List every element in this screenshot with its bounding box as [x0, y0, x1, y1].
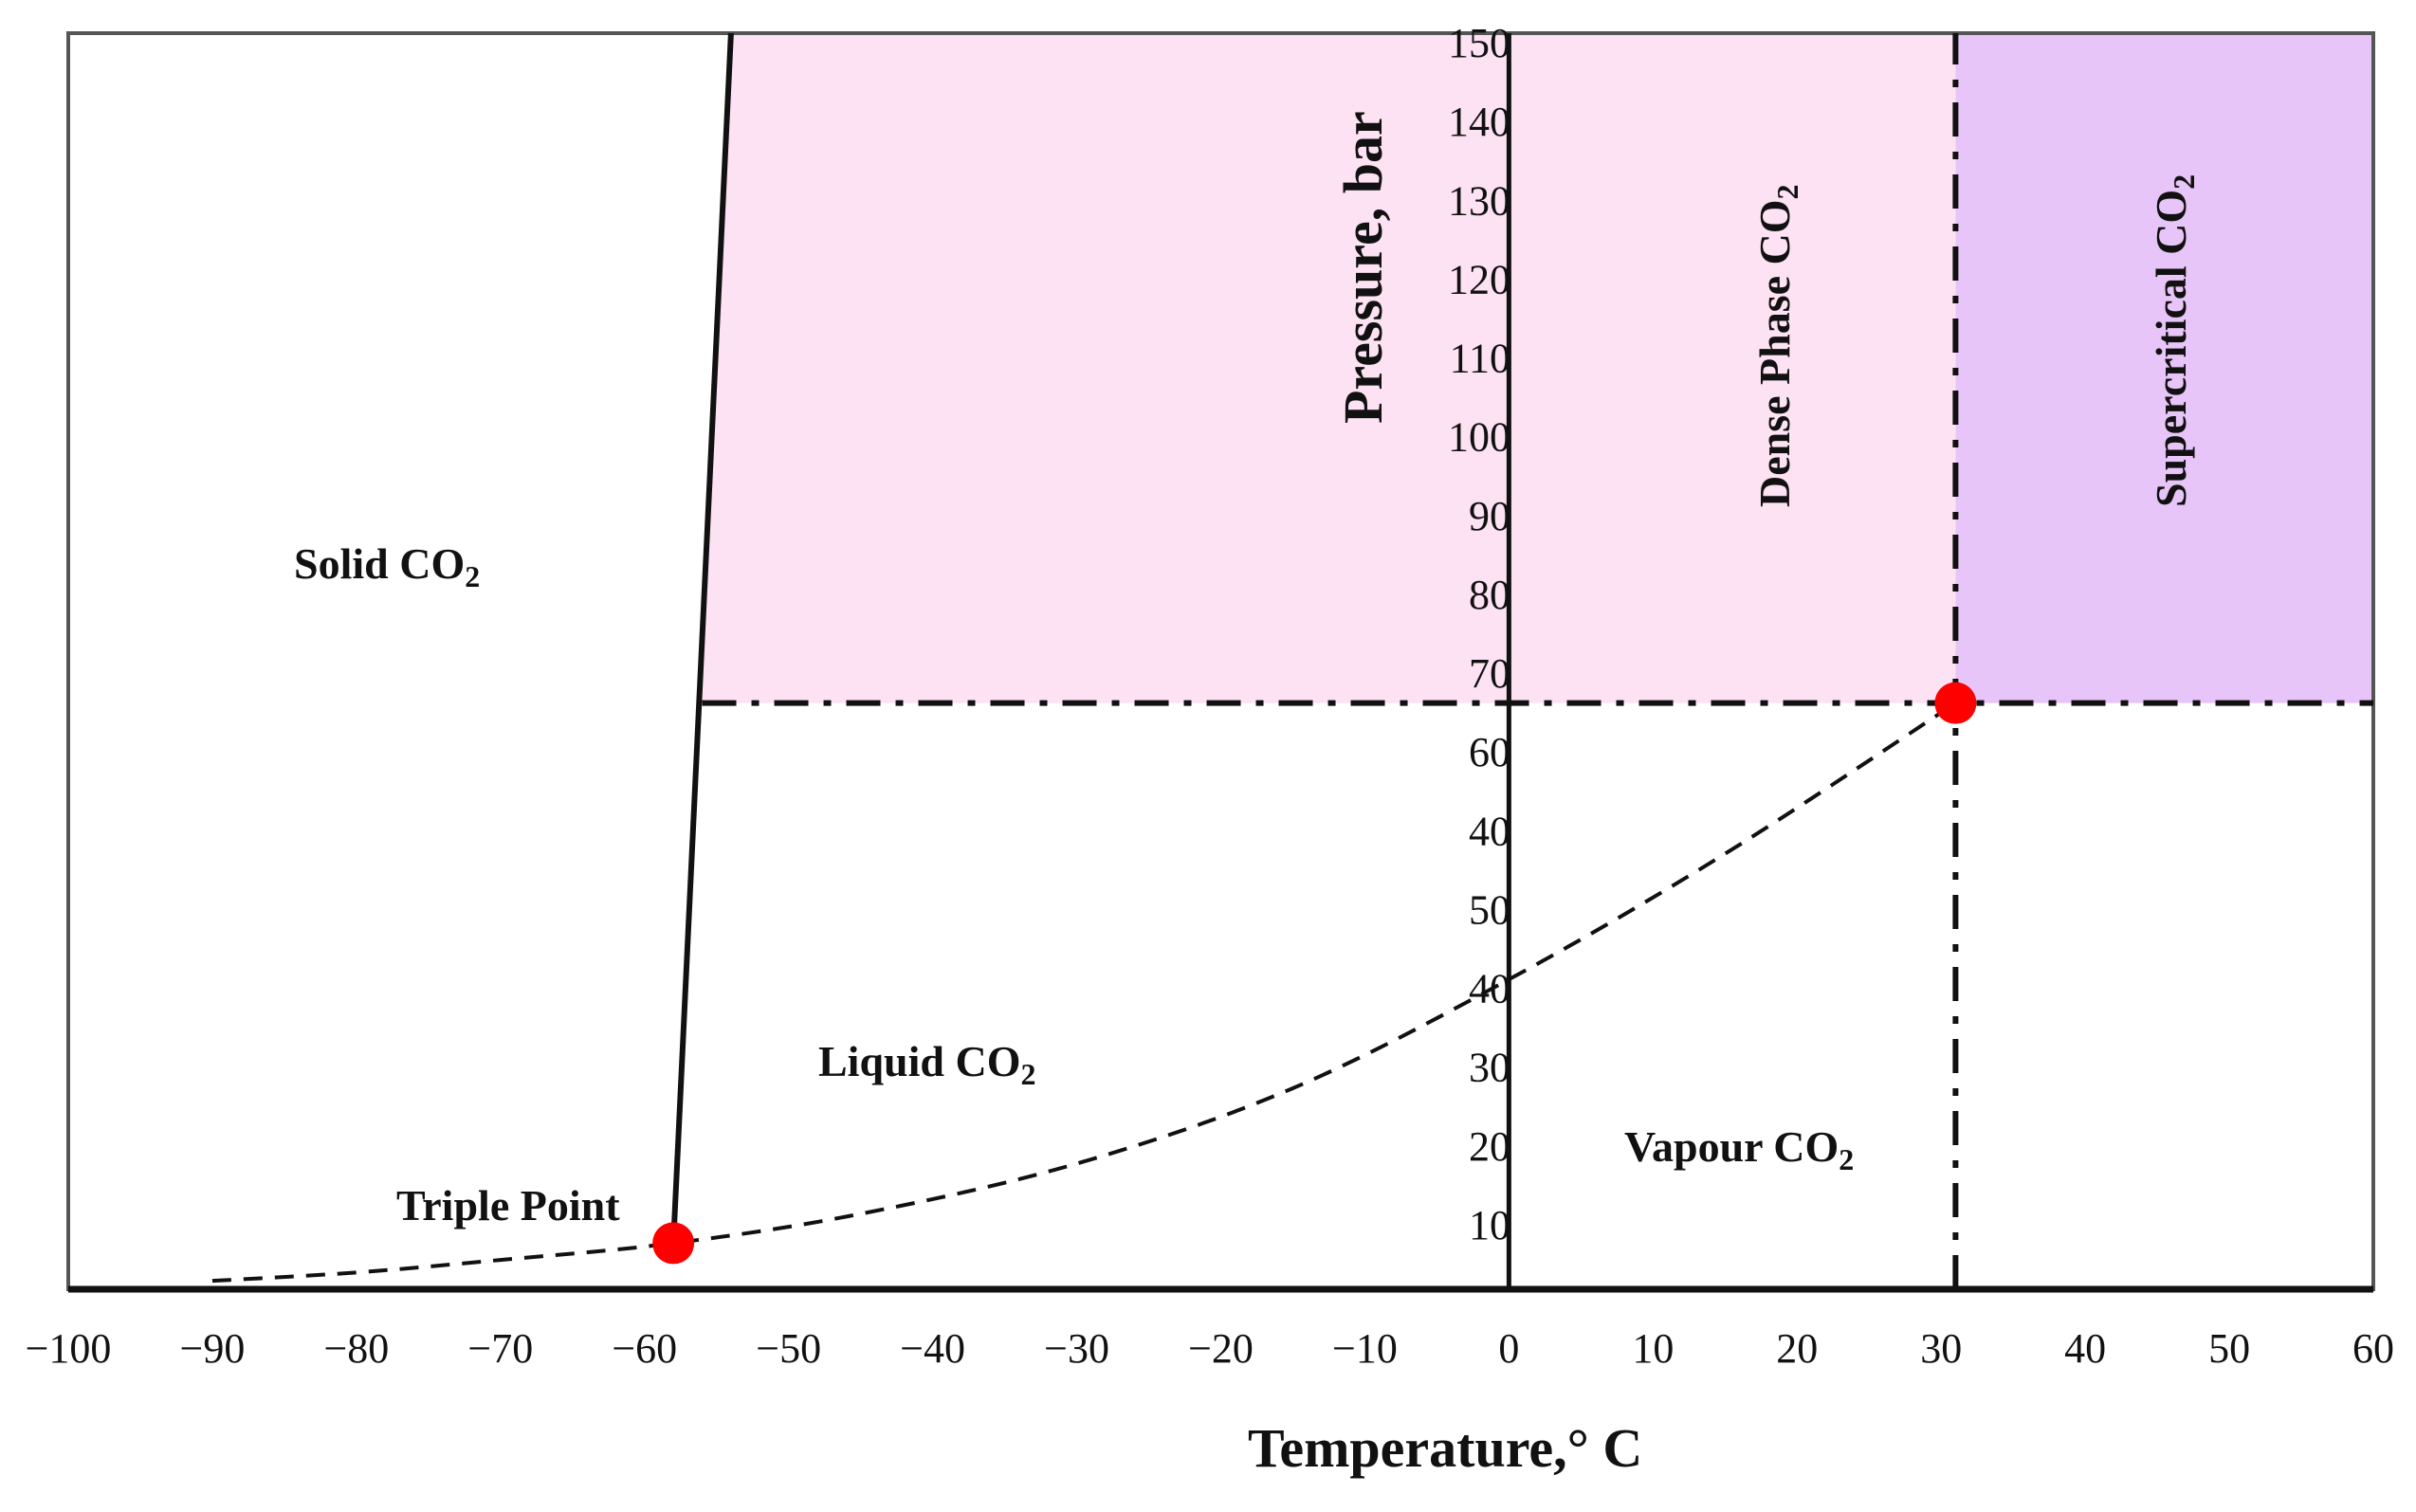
x-tick-label: 20 — [1776, 1325, 1818, 1372]
x-tick-label: 10 — [1632, 1325, 1674, 1372]
y-tick-label: 140 — [1448, 99, 1510, 145]
y-tick-label: 60 — [1469, 729, 1510, 775]
y-tick-label: 90 — [1469, 493, 1510, 539]
x-tick-label: 60 — [2352, 1325, 2394, 1372]
solid-region-label: Solid CO2 — [294, 539, 480, 593]
x-tick-labels: −100 −90 −80 −70 −60 −50 −40 −30 −20 −10 0 10 20 30 40… — [26, 1325, 2394, 1372]
y-tick-label: 50 — [1469, 886, 1510, 933]
x-tick-label: 0 — [1498, 1325, 1519, 1372]
supercritical-region — [1955, 33, 2373, 703]
x-tick-label: −60 — [612, 1325, 677, 1372]
melting-line — [670, 32, 734, 1244]
x-tick-label: −70 — [467, 1325, 533, 1372]
x-tick-label: −10 — [1332, 1325, 1398, 1372]
x-tick-label: 50 — [2208, 1325, 2250, 1372]
y-tick-labels: 10 20 30 40 50 40 60 70 80 90 100 110 120 130 140 150 — [1448, 20, 1510, 1248]
x-tick-label: −40 — [900, 1325, 965, 1372]
x-tick-label: −100 — [26, 1325, 112, 1372]
liquid-region-label: Liquid CO2 — [818, 1037, 1036, 1091]
dense-phase-label: Dense Phase CO2 — [1750, 184, 1804, 507]
triple-point-marker — [652, 1222, 695, 1265]
y-axis-title: Pressure, bar — [1332, 111, 1394, 424]
y-tick-label: 30 — [1469, 1045, 1510, 1091]
y-tick-label: 20 — [1469, 1123, 1510, 1170]
y-tick-label: 40 — [1469, 808, 1510, 854]
x-tick-label: −90 — [180, 1325, 246, 1372]
y-tick-label: 120 — [1448, 256, 1510, 302]
triple-point-label: Triple Point — [396, 1181, 620, 1230]
y-tick-label: 70 — [1469, 650, 1510, 697]
x-tick-label: −20 — [1188, 1325, 1254, 1372]
y-tick-label: 100 — [1448, 414, 1510, 461]
supercritical-label: Supercritical CO2 — [2147, 174, 2201, 507]
x-tick-label: −50 — [756, 1325, 821, 1372]
x-tick-label: −80 — [323, 1325, 389, 1372]
dense-phase-region — [699, 33, 1956, 703]
vapour-pressure-curve — [211, 701, 1957, 1284]
y-tick-label: 40 — [1469, 966, 1510, 1012]
x-tick-label: 40 — [2064, 1325, 2106, 1372]
vapour-region-label: Vapour CO2 — [1624, 1122, 1854, 1176]
y-tick-label: 10 — [1469, 1202, 1510, 1248]
y-tick-label: 80 — [1469, 572, 1510, 618]
x-tick-label: 30 — [1920, 1325, 1962, 1372]
y-tick-label: 110 — [1450, 336, 1510, 382]
y-tick-label: 130 — [1448, 177, 1510, 224]
x-tick-label: −30 — [1044, 1325, 1109, 1372]
x-axis-title: Temperature,° C — [1248, 1417, 1642, 1479]
critical-point-marker — [1934, 682, 1977, 724]
y-tick-label: 150 — [1448, 20, 1510, 66]
